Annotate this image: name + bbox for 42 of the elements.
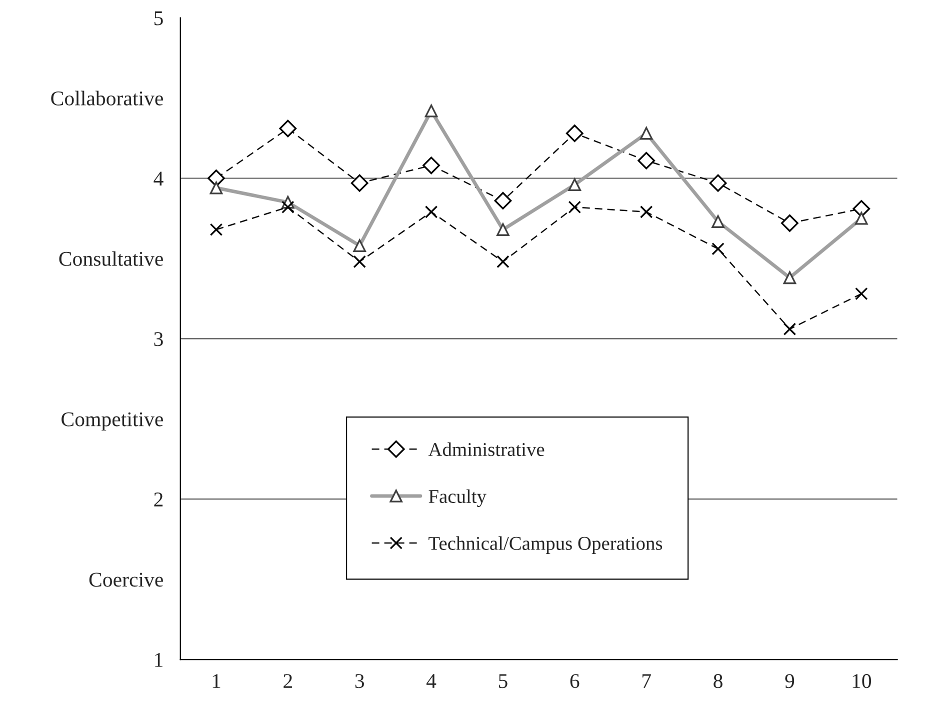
point xyxy=(852,200,870,218)
point xyxy=(855,287,868,300)
y-tick-label: 3 xyxy=(154,332,163,346)
point xyxy=(208,170,225,187)
x-tick-label: 3 xyxy=(355,674,364,688)
point xyxy=(783,322,796,336)
point xyxy=(282,200,294,214)
y-tick-label: Coercive xyxy=(89,572,163,587)
point xyxy=(496,255,510,268)
y-tick-label: Competitive xyxy=(62,412,163,431)
point xyxy=(638,152,656,170)
point xyxy=(568,200,582,214)
legend-label: Technical/Campus Operations xyxy=(428,536,662,554)
point xyxy=(210,223,223,236)
point xyxy=(422,156,440,174)
x-tick-label: 4 xyxy=(426,674,436,688)
point xyxy=(709,174,727,192)
y-tick-label: 2 xyxy=(154,492,163,506)
point xyxy=(424,206,438,218)
y-tick-label: 4 xyxy=(154,172,164,186)
point xyxy=(640,206,653,218)
y-tick-label: Collaborative xyxy=(51,90,163,106)
y-tick-label: Consultative xyxy=(59,251,163,266)
x-tick-label: 6 xyxy=(570,674,580,688)
x-tick-label: 7 xyxy=(642,674,651,688)
x-tick-label: 2 xyxy=(284,674,292,688)
x-tick-label: 5 xyxy=(498,674,508,688)
x-tick-label: 10 xyxy=(852,674,872,688)
point xyxy=(494,192,512,210)
point xyxy=(353,255,366,268)
y-tick-label: 1 xyxy=(155,653,162,667)
legend-label: Faculty xyxy=(428,489,486,508)
x-tick-label: 8 xyxy=(714,674,722,688)
y-tick-label: 5 xyxy=(154,11,163,26)
point xyxy=(566,124,584,142)
point xyxy=(350,174,368,192)
point xyxy=(781,214,798,232)
point xyxy=(279,120,297,138)
x-tick-label: 1 xyxy=(212,674,220,688)
point xyxy=(712,242,724,256)
x-tick-label: 9 xyxy=(785,674,794,688)
legend-label: Administrative xyxy=(428,442,544,456)
